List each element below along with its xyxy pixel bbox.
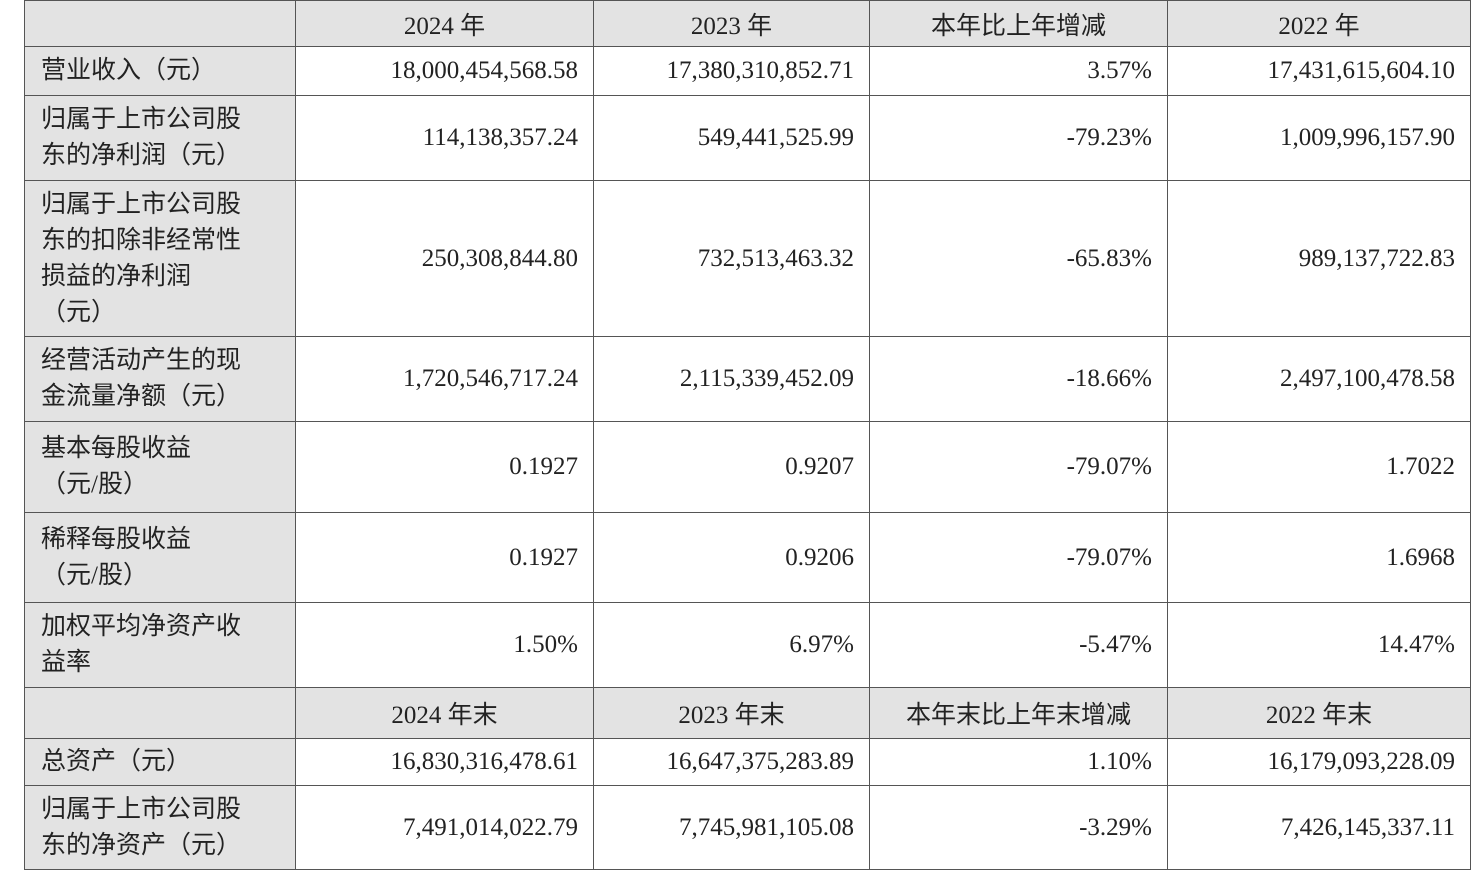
label-line: 营业收入（元） [41,57,217,84]
value-cell: 16,830,316,478.61 [295,738,594,786]
label-line: 加权平均净资产收 [41,613,242,640]
row-label: 加权平均净资产收 益率 [24,602,296,688]
value-cell: 0.9206 [593,512,870,603]
value-cell: 6.97% [593,602,870,688]
label-line: 金流量净额（元） [41,383,242,410]
value-cell: 114,138,357.24 [295,95,594,181]
financial-table: 2024 年 2023 年本年比上年增减 2022 年营业收入（元） 18,000,4… [24,0,1471,870]
value-cell: 0.1927 [295,421,594,513]
header-cell: 本年比上年增减 [869,0,1168,47]
label-line: 益率 [41,649,92,676]
label-line: 东的扣除非经常性 [41,226,242,254]
header-cell: 2024 年末 [295,687,594,739]
header-cell: 本年末比上年末增减 [869,687,1168,739]
data-row: 基本每股收益 （元/股） 0.1927 0.9207 -79.07% 1.7022 [24,421,1471,513]
header-row: 2024 年末 2023 年末 本年末比上年末增减 2022 年末 [24,687,1471,739]
header-cell: 2023 年末 [593,687,870,739]
header-cell: 2022 年 [1167,0,1471,47]
value-cell: 17,380,310,852.71 [593,46,870,96]
data-row: 归属于上市公司股 东的扣除非经常性 损益的净利润 （元） 250,308,844.80 7… [24,180,1471,337]
value-cell: -65.83% [869,180,1168,337]
label-line: 经营活动产生的现 [41,347,242,374]
value-cell: -18.66% [869,336,1168,422]
row-label: 稀释每股收益 （元/股） [24,512,296,603]
label-line: 基本每股收益 [41,435,192,462]
value-cell: 250,308,844.80 [295,180,594,337]
value-cell: 3.57% [869,46,1168,96]
value-cell: 16,647,375,283.89 [593,738,870,786]
value-cell: 2,497,100,478.58 [1167,336,1471,422]
label-line: 东的净资产（元） [41,831,242,859]
row-label: 归属于上市公司股 东的净资产（元） [24,785,296,870]
data-row: 稀释每股收益 （元/股） 0.1927 0.9206 -79.07% 1.6968 [24,512,1471,603]
data-row: 营业收入（元） 18,000,454,568.58 17,380,310,852.7… [24,46,1471,96]
label-line: 损益的净利润 [41,262,192,290]
data-row: 总资产（元） 16,830,316,478.61 16,647,375,283.89… [24,738,1471,786]
label-line: （元/股） [41,471,148,498]
value-cell: 18,000,454,568.58 [295,46,594,96]
row-label: 总资产（元） [24,738,296,786]
label-line: 总资产（元） [41,748,192,775]
header-cell [24,0,296,47]
data-row: 加权平均净资产收 益率 1.50% 6.97% -5.47% 14.47% [24,602,1471,688]
value-cell: 1.10% [869,738,1168,786]
data-row: 归属于上市公司股 东的净利润（元） 114,138,357.24 549,441,52… [24,95,1471,181]
row-label: 基本每股收益 （元/股） [24,421,296,513]
value-cell: 14.47% [1167,602,1471,688]
value-cell: -5.47% [869,602,1168,688]
value-cell: -79.07% [869,421,1168,513]
label-line: 归属于上市公司股 [41,190,242,218]
value-cell: 0.9207 [593,421,870,513]
label-line: 稀释每股收益 [41,525,192,553]
data-row: 经营活动产生的现 金流量净额（元） 1,720,546,717.24 2,115,33… [24,336,1471,422]
row-label: 归属于上市公司股 东的净利润（元） [24,95,296,181]
value-cell: -79.23% [869,95,1168,181]
row-label: 归属于上市公司股 东的扣除非经常性 损益的净利润 （元） [24,180,296,337]
label-line: 归属于上市公司股 [41,106,242,133]
label-line: 东的净利润（元） [41,142,242,169]
row-label: 营业收入（元） [24,46,296,96]
value-cell: 1.6968 [1167,512,1471,603]
value-cell: 989,137,722.83 [1167,180,1471,337]
header-row: 2024 年 2023 年本年比上年增减 2022 年 [24,0,1471,47]
header-cell [24,687,296,739]
value-cell: 549,441,525.99 [593,95,870,181]
value-cell: 7,745,981,105.08 [593,785,870,870]
value-cell: 1.50% [295,602,594,688]
label-line: （元/股） [41,561,148,589]
value-cell: -79.07% [869,512,1168,603]
label-line: 归属于上市公司股 [41,795,242,823]
value-cell: 17,431,615,604.10 [1167,46,1471,96]
label-line: （元） [41,298,117,326]
value-cell: 1,009,996,157.90 [1167,95,1471,181]
header-cell: 2023 年 [593,0,870,47]
value-cell: 0.1927 [295,512,594,603]
value-cell: 7,491,014,022.79 [295,785,594,870]
header-cell: 2024 年 [295,0,594,47]
row-label: 经营活动产生的现 金流量净额（元） [24,336,296,422]
value-cell: 732,513,463.32 [593,180,870,337]
value-cell: 1,720,546,717.24 [295,336,594,422]
header-cell: 2022 年末 [1167,687,1471,739]
data-row: 归属于上市公司股 东的净资产（元） 7,491,014,022.79 7,745,98… [24,785,1471,870]
value-cell: 1.7022 [1167,421,1471,513]
value-cell: 16,179,093,228.09 [1167,738,1471,786]
value-cell: 7,426,145,337.11 [1167,785,1471,870]
value-cell: -3.29% [869,785,1168,870]
value-cell: 2,115,339,452.09 [593,336,870,422]
